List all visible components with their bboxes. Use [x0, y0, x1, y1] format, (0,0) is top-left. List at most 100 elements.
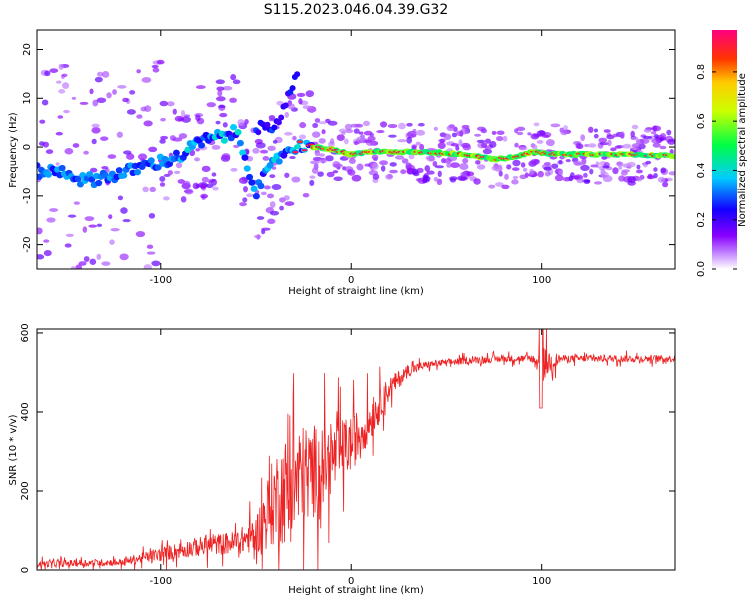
spectrogram-noise-mark — [518, 146, 528, 151]
spectrogram-noise-mark — [201, 165, 211, 172]
spectrogram-noise-mark — [309, 175, 316, 179]
spectrogram-noise-mark — [400, 169, 407, 175]
snr-x-ticks: -100 0 100 — [149, 329, 551, 587]
spectrogram-noise-mark — [211, 172, 217, 177]
spectrogram-noise-mark — [647, 173, 653, 179]
spectrogram-secondary-mark — [275, 119, 282, 126]
spectrogram-noise-mark — [148, 212, 156, 219]
spectrogram-ridge-mark — [166, 160, 174, 168]
spectrogram-noise-mark — [55, 162, 60, 166]
spectrogram-noise-mark — [482, 148, 493, 155]
spectrogram-noise-mark — [101, 165, 109, 170]
spectrogram-noise-mark — [254, 138, 263, 145]
spectrogram-noise-mark — [350, 123, 360, 128]
spectrogram-noise-mark — [167, 170, 173, 176]
spectrogram-noise-mark — [298, 134, 307, 140]
spectrogram-noise-mark — [120, 271, 130, 276]
spectrogram-noise-mark — [284, 172, 290, 178]
spectrogram-noise-mark — [498, 170, 503, 177]
spectrogram-noise-mark — [112, 89, 117, 95]
snr-panel: -100 0 100 0 200 400 600 Height of straight l… — [8, 323, 676, 596]
spectrogram-noise-mark — [96, 97, 107, 104]
spectrogram-noise-mark — [180, 196, 187, 203]
spectrogram-noise-mark — [558, 170, 563, 176]
spectrogram-noise-mark — [44, 70, 51, 77]
spectrogram-noise-mark — [314, 118, 321, 123]
spectrogram-noise-mark — [43, 250, 52, 257]
spectrogram-noise-mark — [554, 174, 564, 182]
spectrogram-noise-mark — [530, 158, 541, 165]
spectrogram-secondary-mark — [278, 114, 285, 121]
spectrogram-noise-mark — [417, 122, 425, 127]
colorbar-ticks: 0.0 0.2 0.4 0.6 0.8 — [696, 64, 737, 277]
spectrogram-noise-mark — [217, 89, 223, 97]
spectrogram-noise-mark — [135, 230, 146, 238]
spectrogram-noise-mark — [563, 125, 568, 130]
spectrogram-noise-mark — [476, 139, 486, 143]
spectrogram-noise-mark — [529, 168, 535, 176]
spectrogram-noise-mark — [269, 201, 276, 209]
spectrogram-noise-mark — [532, 144, 538, 151]
spectrogram-noise-mark — [599, 142, 610, 146]
spectrogram-noise-mark — [229, 97, 237, 103]
spectrogram-noise-mark — [200, 183, 207, 190]
snr-frame — [36, 328, 676, 571]
spectrogram-noise-mark — [458, 139, 463, 147]
spectrogram-noise-mark — [122, 97, 129, 103]
spectrogram-noise-mark — [412, 171, 420, 177]
spectrogram-ridge-mark — [266, 162, 274, 169]
spectrogram-noise-mark — [544, 171, 551, 177]
spectrogram-noise-mark — [163, 196, 170, 201]
snr-y-tick-label: 600 — [20, 323, 31, 342]
snr-marks — [37, 329, 675, 570]
spectrogram-x-ticks: -100 0 100 — [149, 30, 551, 286]
spectrogram-noise-mark — [215, 120, 221, 125]
spectrogram-noise-mark — [119, 253, 129, 261]
spectrogram-noise-mark — [387, 123, 398, 129]
spectrogram-noise-mark — [184, 188, 194, 195]
spectrogram-noise-mark — [385, 174, 394, 180]
spectrogram-noise-mark — [332, 170, 339, 174]
spectrogram-noise-mark — [388, 134, 397, 138]
spectrogram-noise-mark — [39, 119, 46, 124]
spectrogram-noise-mark — [143, 120, 153, 127]
snr-y-tick-label: 0 — [20, 567, 31, 573]
spectrogram-noise-mark — [72, 143, 80, 148]
spectrogram-y-tick-label: -10 — [22, 188, 33, 204]
spectrogram-noise-mark — [117, 85, 127, 89]
spectrogram-noise-mark — [380, 165, 386, 172]
spectrogram-noise-mark — [489, 140, 497, 148]
spectrogram-noise-mark — [588, 126, 594, 133]
spectrogram-noise-mark — [263, 185, 271, 190]
spectrogram-peak-mark — [301, 148, 308, 152]
spectrogram-noise-mark — [598, 137, 608, 143]
spectrogram-marks — [37, 59, 675, 276]
spectrogram-noise-mark — [406, 167, 414, 175]
spectrogram-noise-mark — [141, 77, 152, 83]
spectrogram-noise-mark — [626, 161, 636, 168]
spectrogram-noise-mark — [46, 217, 56, 223]
spectrogram-noise-mark — [379, 121, 388, 128]
spectrogram-secondary-mark — [294, 71, 301, 78]
spectrogram-x-tick-label: 0 — [348, 275, 354, 286]
colorbar-gradient — [712, 30, 737, 269]
spectrogram-noise-mark — [620, 131, 625, 139]
spectrogram-noise-mark — [101, 261, 111, 266]
spectrogram-noise-mark — [101, 71, 110, 78]
spectrogram-noise-mark — [172, 108, 177, 115]
spectrogram-noise-mark — [292, 135, 297, 141]
spectrogram-noise-mark — [606, 134, 615, 140]
spectrogram-noise-mark — [122, 219, 131, 223]
spectrogram-noise-mark — [166, 101, 175, 107]
spectrogram-noise-mark — [514, 128, 519, 134]
spectrogram-noise-mark — [261, 227, 271, 231]
spectrogram-noise-mark — [173, 170, 181, 174]
spectrogram-noise-mark — [589, 168, 594, 175]
spectrogram-noise-mark — [519, 174, 528, 180]
spectrogram-noise-mark — [527, 132, 532, 136]
spectrogram-noise-mark — [389, 162, 397, 167]
spectrogram-noise-mark — [215, 79, 225, 85]
spectrogram-noise-mark — [593, 133, 599, 139]
spectrogram-noise-mark — [283, 195, 290, 201]
colorbar-tick-label: 0.0 — [696, 261, 707, 277]
